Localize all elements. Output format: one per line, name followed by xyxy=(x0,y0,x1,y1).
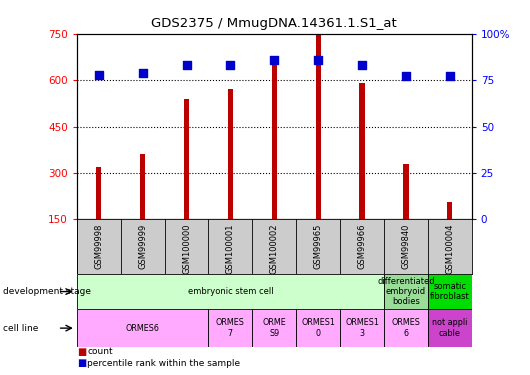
Point xyxy=(138,70,147,76)
Bar xyxy=(140,154,145,219)
Text: GSM99840: GSM99840 xyxy=(401,224,410,269)
Bar xyxy=(403,164,409,219)
Bar xyxy=(184,99,189,219)
Bar xyxy=(384,274,428,309)
Bar xyxy=(252,309,296,347)
Bar xyxy=(359,83,365,219)
Text: ■: ■ xyxy=(77,358,86,368)
Text: ORMES
7: ORMES 7 xyxy=(216,318,245,338)
Bar xyxy=(384,309,428,347)
Text: cell line: cell line xyxy=(3,324,38,333)
Text: development stage: development stage xyxy=(3,287,91,296)
Bar xyxy=(208,309,252,347)
Text: GSM99965: GSM99965 xyxy=(314,224,323,269)
Bar xyxy=(96,167,101,219)
Text: GSM100000: GSM100000 xyxy=(182,224,191,274)
Text: ORMES1
0: ORMES1 0 xyxy=(301,318,335,338)
Text: GSM99998: GSM99998 xyxy=(94,224,103,269)
Bar xyxy=(228,90,233,219)
Text: percentile rank within the sample: percentile rank within the sample xyxy=(87,358,241,368)
Bar xyxy=(272,62,277,219)
Bar xyxy=(428,274,472,309)
Text: somatic
fibroblast: somatic fibroblast xyxy=(430,282,470,301)
Text: differentiated
embryoid
bodies: differentiated embryoid bodies xyxy=(377,277,435,306)
Title: GDS2375 / MmugDNA.14361.1.S1_at: GDS2375 / MmugDNA.14361.1.S1_at xyxy=(152,17,397,30)
Text: embryonic stem cell: embryonic stem cell xyxy=(188,287,273,296)
Text: ORMES
6: ORMES 6 xyxy=(392,318,420,338)
Bar xyxy=(447,202,453,219)
Text: GSM100002: GSM100002 xyxy=(270,224,279,274)
Text: ORME
S9: ORME S9 xyxy=(262,318,286,338)
Bar xyxy=(77,309,208,347)
Point xyxy=(182,62,191,68)
Text: GSM99966: GSM99966 xyxy=(358,224,367,269)
Bar xyxy=(340,309,384,347)
Text: ■: ■ xyxy=(77,347,86,357)
Point xyxy=(94,72,103,78)
Point xyxy=(446,74,454,80)
Text: ORMES1
3: ORMES1 3 xyxy=(345,318,379,338)
Bar xyxy=(315,34,321,219)
Point xyxy=(314,57,322,63)
Text: GSM99999: GSM99999 xyxy=(138,224,147,269)
Text: GSM100001: GSM100001 xyxy=(226,224,235,274)
Point xyxy=(358,62,366,68)
Bar xyxy=(428,309,472,347)
Bar xyxy=(296,309,340,347)
Point xyxy=(226,62,235,68)
Text: not appli
cable: not appli cable xyxy=(432,318,467,338)
Text: GSM100004: GSM100004 xyxy=(445,224,454,274)
Point xyxy=(270,57,279,63)
Point xyxy=(402,74,410,80)
Text: ORMES6: ORMES6 xyxy=(126,324,160,333)
Text: count: count xyxy=(87,347,113,356)
Bar xyxy=(77,274,384,309)
